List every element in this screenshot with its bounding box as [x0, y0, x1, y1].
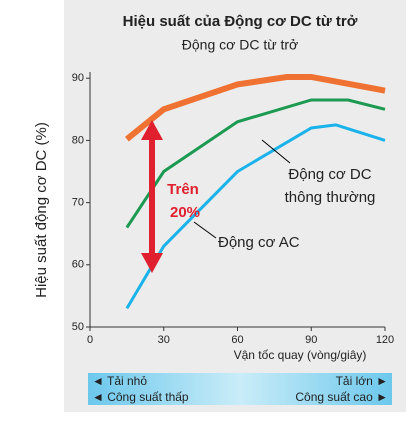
arrow-head — [141, 253, 163, 273]
y-tick-label: 50 — [72, 321, 84, 333]
load-right: Tải lớn ► — [336, 374, 388, 388]
x-tick-label: 90 — [305, 334, 317, 346]
y-tick-label: 70 — [72, 197, 84, 209]
x-axis-label: Vận tốc quay (vòng/giây) — [234, 348, 367, 362]
dc-label: thông thường — [285, 189, 376, 206]
panel — [64, 0, 406, 412]
x-tick-label: 60 — [231, 334, 243, 346]
y-tick-label: 80 — [72, 134, 84, 146]
arrow-head — [141, 120, 163, 140]
load-left: ◄ Công suất thấp — [92, 390, 189, 404]
ac-label: Động cơ AC — [218, 234, 300, 251]
x-tick-label: 30 — [158, 334, 170, 346]
gain-label: Trên — [167, 181, 199, 198]
chart-subtitle: Động cơ DC từ trở — [182, 37, 298, 53]
y-axis-label: Hiệu suất động cơ DC (%) — [33, 122, 50, 298]
y-tick-label: 90 — [72, 72, 84, 84]
y-tick-label: 60 — [72, 259, 84, 271]
load-bar — [88, 373, 392, 405]
series-line — [124, 73, 386, 142]
dc-label: Động cơ DC — [288, 166, 371, 183]
leader-line — [261, 139, 291, 164]
load-left: ◄ Tải nhỏ — [92, 374, 147, 388]
x-tick-label: 0 — [87, 334, 93, 346]
load-right: Công suất cao ► — [295, 390, 388, 404]
gain-label: 20% — [170, 204, 200, 221]
leader-line — [193, 221, 217, 239]
chart-title: Hiệu suất của Động cơ DC từ trở — [123, 13, 358, 30]
series-line — [125, 98, 386, 229]
x-tick-label: 120 — [376, 334, 394, 346]
